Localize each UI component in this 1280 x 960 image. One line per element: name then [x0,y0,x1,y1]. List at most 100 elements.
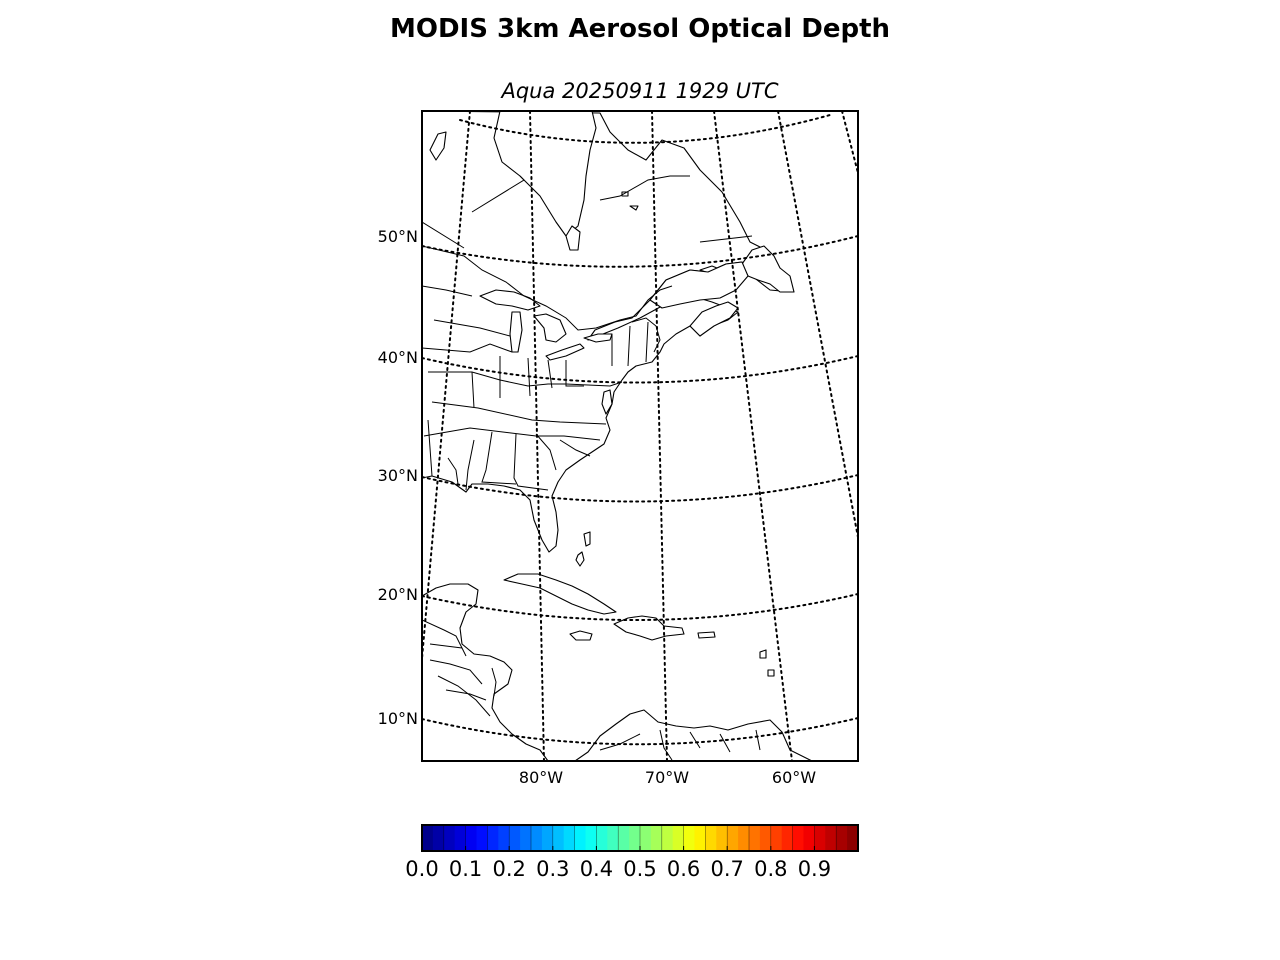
colorbar-segment [847,825,859,851]
latitude-labels: 50°N 40°N 30°N 20°N 10°N [378,227,418,728]
lesser-antilles [759,649,775,677]
longitude-label: 80°W [519,768,563,787]
colorbar-ticks [421,825,837,851]
meridian-90w [422,111,471,670]
longitude-labels: 80°W 70°W 60°W [519,768,816,787]
colorbar-segment [422,825,434,851]
colorbar-segment [727,825,739,851]
figure-subtitle: Aqua 20250911 1929 UTC [501,79,779,103]
colorbar-tick-label: 0.6 [667,857,700,881]
state-borders-south [427,419,591,491]
colorbar-tick-label: 0.8 [754,857,787,881]
colorbar-tick-label: 0.5 [623,857,656,881]
colorbar-segment [509,825,521,851]
meridian-70w [651,111,668,761]
colorbar-segment [803,825,815,851]
colorbar-tick-label: 0.1 [449,857,482,881]
lake-ontario [583,333,613,343]
us-canada-border [422,245,673,331]
latitude-label: 50°N [378,227,418,246]
colorbar-segment [792,825,805,851]
colorbar-segment [487,825,499,851]
colorbar-segment [650,825,663,851]
colorbar-segment [563,825,576,851]
colorbar-segment [836,825,848,851]
colorbar-tick-label: 0.2 [492,857,525,881]
colorbar: 0.0 0.1 0.2 0.3 0.4 0.5 0.6 0.7 0.8 0.9 [405,824,859,881]
colorbar-segment [640,825,652,851]
state-borders-north [422,285,623,387]
florida-keys [575,551,585,567]
hispaniola [613,615,685,641]
colorbar-tick-label: 0.4 [580,857,613,881]
cuba [503,573,617,615]
colorbar-segment [716,825,728,851]
colorbar-segments [422,825,859,851]
chesapeake-bay [601,389,613,415]
us-canada-border-east [631,317,661,353]
graticule [422,111,858,761]
colorbar-segment [661,825,674,851]
gulf-of-st-lawrence [649,261,749,309]
colorbar-tick-labels: 0.0 0.1 0.2 0.3 0.4 0.5 0.6 0.7 0.8 0.9 [405,857,831,881]
colorbar-segment [607,825,619,851]
parallel-10n [422,717,858,746]
colorbar-segment [498,825,510,851]
colorbar-segment [443,825,456,851]
meridian-80w [529,111,545,761]
james-bay [565,225,581,251]
meridian-50w [777,111,858,543]
colorbar-segment [629,825,641,851]
map-area [422,111,858,761]
coastlines [422,111,813,761]
colorbar-tick-label: 0.9 [798,857,831,881]
quebec-labrador-border [599,175,753,243]
mexico-central-america [422,583,549,761]
colorbar-segment [683,825,696,851]
figure-title: MODIS 3km Aerosol Optical Depth [389,14,891,44]
colorbar-segment [432,825,445,851]
colorbar-segment [454,825,467,851]
colorbar-segment [814,825,826,851]
longitude-label: 60°W [772,768,816,787]
parallel-50n [422,235,858,268]
colorbar-segment [781,825,794,851]
parallel-30n [422,474,858,503]
colorbar-segment [749,825,761,851]
colorbar-segment [541,825,554,851]
colorbar-tick-label: 0.0 [405,857,438,881]
meridian-40w [841,111,858,177]
colorbar-tick-label: 0.7 [710,857,743,881]
newfoundland [741,245,795,293]
colorbar-segment [520,825,532,851]
inland-waters [479,111,749,415]
colorbar-segment [694,825,706,851]
colorbar-segment [531,825,543,851]
latitude-label: 20°N [378,585,418,604]
colorbar-segment [618,825,630,851]
colorbar-tick-label: 0.3 [536,857,569,881]
latitude-label: 40°N [378,348,418,367]
political-borders [422,175,761,761]
colorbar-segment [705,825,717,851]
colorbar-segment [672,825,685,851]
parallel-40n [422,355,858,384]
colorbar-segment [825,825,837,851]
puerto-rico [697,631,716,639]
ontario-manitoba-border [422,175,525,249]
colorbar-segment [596,825,608,851]
bahamas [583,531,591,547]
south-america-coast [574,709,813,761]
colorbar-segment [476,825,488,851]
central-america-borders [422,619,497,717]
lake-erie [545,343,585,361]
colorbar-segment [465,825,478,851]
jamaica [569,630,593,641]
meridian-60w [713,111,793,761]
parallel-20n [422,593,858,621]
lake-michigan [509,311,523,353]
latitude-label: 10°N [378,709,418,728]
lake-superior [479,289,541,311]
lake-huron [533,313,567,343]
